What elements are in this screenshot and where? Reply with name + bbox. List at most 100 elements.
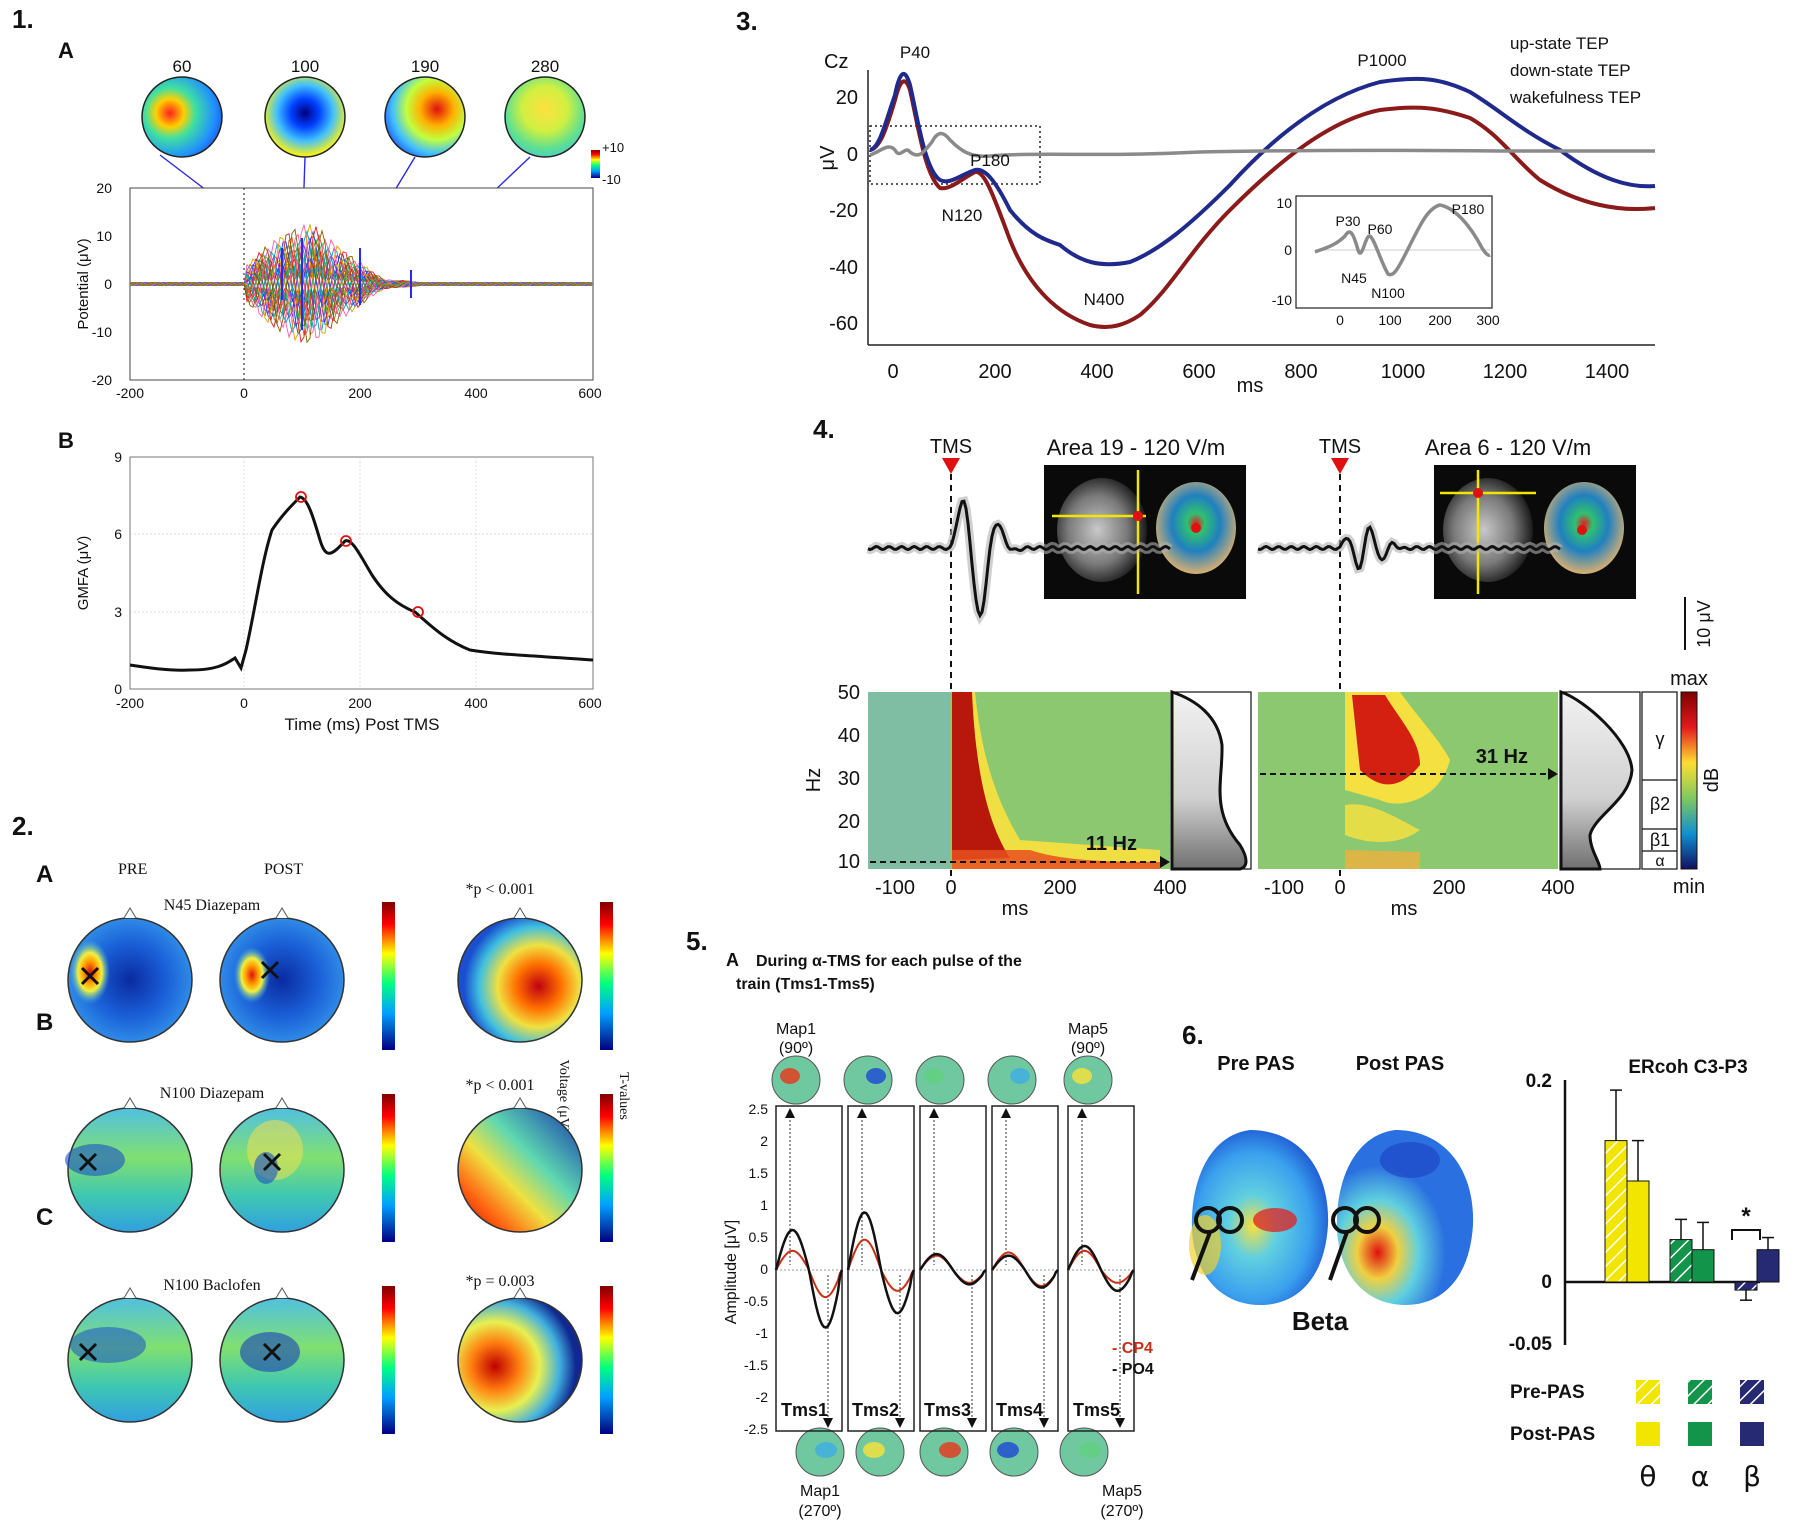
panel-1b-gmfa-plot: B 9 6 3 0 -200 0 200 400 600 Time (ms) P… [58, 428, 602, 734]
row-c-title: N100 Baclofen [163, 1277, 260, 1294]
map-time-100: 100 [291, 57, 319, 76]
panel-2: 2. PRE POST Voltage (μV) T-values A N45 … [12, 811, 631, 1434]
p3-xticks: 0 200 400 600 800 1000 1200 1400 [887, 361, 1629, 383]
row-b-post-map [219, 1097, 345, 1233]
pulse-tms3: Tms3 [924, 1400, 971, 1420]
topomap-bottom-spot [815, 1442, 837, 1458]
significance-star: * [1741, 1203, 1751, 1230]
ercoh-chart: ERcoh C3-P3 0.2 0 -0.05 * Pre-PAS Post-P… [1509, 1057, 1780, 1493]
p4-xtick-200-right: 200 [1432, 877, 1465, 899]
stim-site-x-icon [78, 1152, 98, 1172]
p1a-xtick-600: 600 [578, 385, 602, 401]
panel-1a-colorbar [591, 150, 600, 178]
row-c-pval: *p = 0.003 [465, 1273, 534, 1290]
area-19-title: Area 19 - 120 V/m [1047, 435, 1226, 460]
p5-ytick-m0.5: -0.5 [744, 1293, 768, 1309]
legend-swatch-pre-2 [1740, 1380, 1764, 1404]
row-c-t-cbar [600, 1286, 613, 1434]
panel-5-pulse-boxes [774, 1105, 1135, 1432]
p1b-ytick-6: 6 [114, 526, 122, 542]
map-top-left: Map1 [776, 1021, 816, 1038]
map-bot-right: Map5 [1102, 1483, 1142, 1500]
p1b-xtick-0: 0 [240, 695, 248, 711]
cbar-voltage-label: Voltage (μV) [556, 1060, 571, 1133]
row-a-post-map [219, 907, 345, 1043]
latency-markers [281, 238, 412, 330]
p4-xtick-m100-right: -100 [1264, 877, 1304, 899]
scale-bar-label: 10 μV [1694, 600, 1714, 647]
legend-po4: - PO4 [1112, 1361, 1154, 1378]
p5-ytick-m1: -1 [756, 1325, 769, 1341]
inset-peak-n100: N100 [1371, 285, 1405, 301]
p1a-xtick-m200: -200 [116, 385, 144, 401]
p4-ylabel: Hz [803, 768, 825, 792]
down-arrow-icon [1115, 1418, 1125, 1428]
p1a-ylabel: Potential (μV) [75, 238, 92, 329]
down-arrow-icon [1039, 1418, 1049, 1428]
electrode-label: Cz [824, 51, 848, 73]
p5-ytick-0.5: 0.5 [749, 1229, 769, 1245]
cbar-max: max [1670, 668, 1708, 690]
p3-xtick-200: 200 [978, 361, 1011, 383]
legend-swatch-post-1 [1688, 1422, 1712, 1446]
panel-5a-letter: A [726, 950, 739, 970]
cbar-min: min [1673, 876, 1705, 898]
peak-p40: P40 [900, 43, 930, 62]
tms-label-right: TMS [1319, 436, 1361, 458]
p1a-xtick-0: 0 [240, 385, 248, 401]
down-arrow-icon [895, 1418, 905, 1428]
row-a-letter: A [36, 861, 53, 888]
tms-label-left: TMS [930, 436, 972, 458]
p5-ytick-m2.5: -2.5 [744, 1421, 768, 1437]
map-time-190: 190 [411, 57, 439, 76]
map-top-right: Map5 [1068, 1021, 1108, 1038]
stim-site-x-icon [262, 1152, 282, 1172]
row-b-letter: B [36, 1009, 53, 1036]
trace-wakefulness [869, 131, 1655, 159]
bar-pre-pas-2 [1734, 1281, 1758, 1291]
inset-ytick-0: 0 [1284, 242, 1292, 258]
trace-down-state [869, 72, 1656, 267]
panel-1-number: 1. [12, 4, 34, 34]
panel-1a-letter: A [58, 38, 74, 63]
p3-xtick-400: 400 [1080, 361, 1113, 383]
p4-xtick-m100-left: -100 [875, 877, 915, 899]
legend-swatch-pre-0 [1636, 1380, 1660, 1404]
topomap-190 [384, 76, 466, 158]
pulse-tms2: Tms2 [852, 1400, 899, 1420]
topomap-bottom-spot [1079, 1442, 1101, 1458]
peak-p1000: P1000 [1357, 51, 1406, 70]
p3-ytick-m60: -60 [829, 313, 858, 335]
bar-pre-pas-1 [1669, 1239, 1693, 1283]
p3-yticks: 20 0 -20 -40 -60 [829, 87, 858, 335]
row-a-title: N45 Diazepam [164, 897, 261, 914]
p5-ytick-2.5: 2.5 [749, 1101, 769, 1117]
map-time-60: 60 [173, 57, 192, 76]
freq-11hz: 11 Hz [1086, 833, 1137, 855]
chart-ytick-0: 0 [1541, 1272, 1552, 1293]
bar-pre-pas-0 [1604, 1140, 1628, 1283]
gmfa-peak-300 [412, 606, 424, 618]
p4-xtick-400-left: 400 [1153, 877, 1186, 899]
p1b-xtick-600: 600 [578, 695, 602, 711]
legend-cp4: - CP4 [1112, 1340, 1153, 1357]
row-a-voltage-cbar [382, 902, 395, 1050]
topomap-60 [141, 76, 223, 158]
p4-axes-labels: 50 40 30 20 10 Hz -100 0 200 400 ms -100… [803, 682, 1575, 920]
panel-1b-letter: B [58, 428, 74, 453]
stim-site-x-icon [78, 1342, 98, 1362]
map-top-right-deg: (90º) [1071, 1040, 1105, 1057]
p5-ytick-1.5: 1.5 [749, 1165, 769, 1181]
category-alpha: α [1691, 1460, 1709, 1493]
panel-1a-cbar-min: -10 [602, 172, 621, 187]
bar-post-pas-0 [1626, 1180, 1650, 1283]
inset-xtick-200: 200 [1428, 312, 1452, 328]
p5-ylabel: Amplitude [μV] [723, 1220, 740, 1324]
p5-ytick-1: 1 [760, 1197, 768, 1213]
topomap-100 [264, 76, 346, 158]
map-bot-left-deg: (270º) [798, 1503, 841, 1520]
map-top-left-deg: (90º) [779, 1040, 813, 1057]
legend-wakefulness: wakefulness TEP [1509, 88, 1641, 107]
p3-xlabel: ms [1237, 375, 1264, 397]
